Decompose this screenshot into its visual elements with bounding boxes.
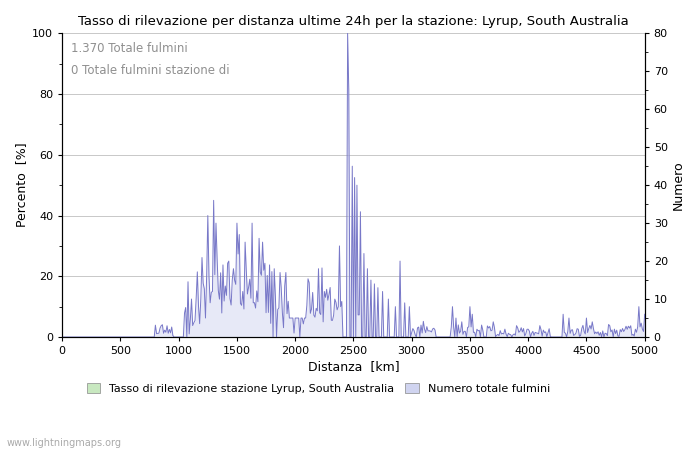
Text: 0 Totale fulmini stazione di: 0 Totale fulmini stazione di <box>71 64 230 76</box>
Y-axis label: Percento  [%]: Percento [%] <box>15 143 28 228</box>
X-axis label: Distanza  [km]: Distanza [km] <box>307 360 399 373</box>
Title: Tasso di rilevazione per distanza ultime 24h per la stazione: Lyrup, South Austr: Tasso di rilevazione per distanza ultime… <box>78 15 629 28</box>
Text: www.lightningmaps.org: www.lightningmaps.org <box>7 438 122 448</box>
Y-axis label: Numero: Numero <box>672 160 685 210</box>
Text: 1.370 Totale fulmini: 1.370 Totale fulmini <box>71 42 188 55</box>
Legend: Tasso di rilevazione stazione Lyrup, South Australia, Numero totale fulmini: Tasso di rilevazione stazione Lyrup, Sou… <box>83 379 554 398</box>
